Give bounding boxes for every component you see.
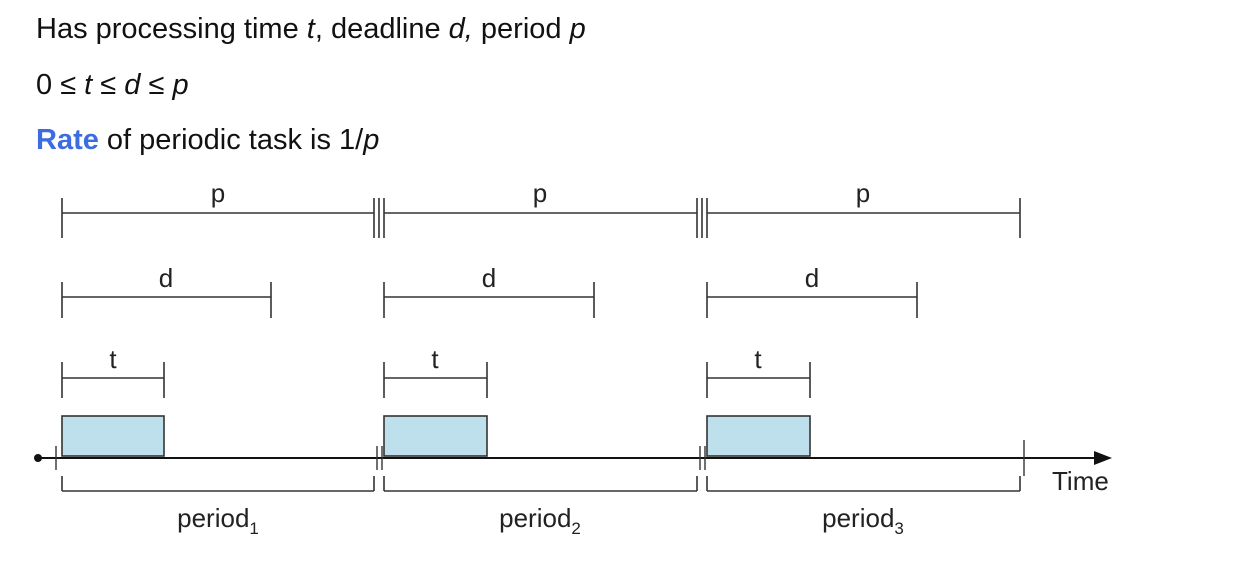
- period-bracket-2: [383, 476, 698, 492]
- text-line-inequality: 0 ≤ t ≤ d ≤ p: [36, 68, 189, 102]
- period-label-2: period2: [499, 503, 581, 538]
- p-label: p: [211, 178, 225, 208]
- time-axis: [34, 440, 1112, 476]
- axis-arrow-icon: [1094, 451, 1112, 465]
- symbol-d: d: [124, 69, 141, 101]
- period-label-3: period3: [822, 503, 904, 538]
- text-segment: ≤: [60, 69, 85, 101]
- symbol-p: p: [569, 13, 586, 45]
- text-line-rate: Rate of periodic task is 1/p: [36, 123, 379, 157]
- text-segment: Has processing time: [36, 13, 307, 45]
- t-bracket-2: [383, 362, 488, 398]
- symbol-t: t: [306, 13, 315, 45]
- d-label: d: [159, 263, 173, 293]
- text-line-processing-time: Has processing time t, deadline d, perio…: [36, 12, 586, 46]
- period-bracket-3: [706, 476, 1021, 492]
- t-label: t: [109, 344, 117, 374]
- period-label-1: period1: [177, 503, 259, 538]
- task-box-2: [383, 415, 488, 457]
- text-segment: ≤: [92, 69, 125, 101]
- time-axis-label: Time: [1052, 466, 1109, 496]
- symbol-d: d,: [448, 13, 473, 45]
- task-box-3: [706, 415, 811, 457]
- symbol-p: p: [363, 124, 380, 156]
- task-box-1: [61, 415, 165, 457]
- t-bracket-1: [61, 362, 165, 398]
- p-label: p: [856, 178, 870, 208]
- text-segment: period: [472, 13, 570, 45]
- d-bracket-3: [706, 282, 918, 318]
- t-label: t: [431, 344, 439, 374]
- p-bracket-2: [378, 198, 698, 238]
- d-bracket-2: [383, 282, 595, 318]
- p-label: p: [533, 178, 547, 208]
- d-label: d: [482, 263, 496, 293]
- text-segment: ≤: [140, 69, 173, 101]
- p-bracket-3: [701, 198, 1021, 238]
- t-bracket-3: [706, 362, 811, 398]
- text-segment: 0: [36, 69, 61, 101]
- d-label: d: [805, 263, 819, 293]
- d-bracket-1: [61, 282, 272, 318]
- text-segment: , deadline: [314, 13, 449, 45]
- p-bracket-1: [61, 198, 375, 238]
- symbol-p: p: [172, 69, 189, 101]
- text-segment: of periodic task is 1/: [98, 124, 364, 156]
- symbol-t: t: [84, 69, 93, 101]
- t-label: t: [754, 344, 762, 374]
- rate-keyword: Rate: [36, 124, 99, 156]
- period-bracket-1: [61, 476, 375, 492]
